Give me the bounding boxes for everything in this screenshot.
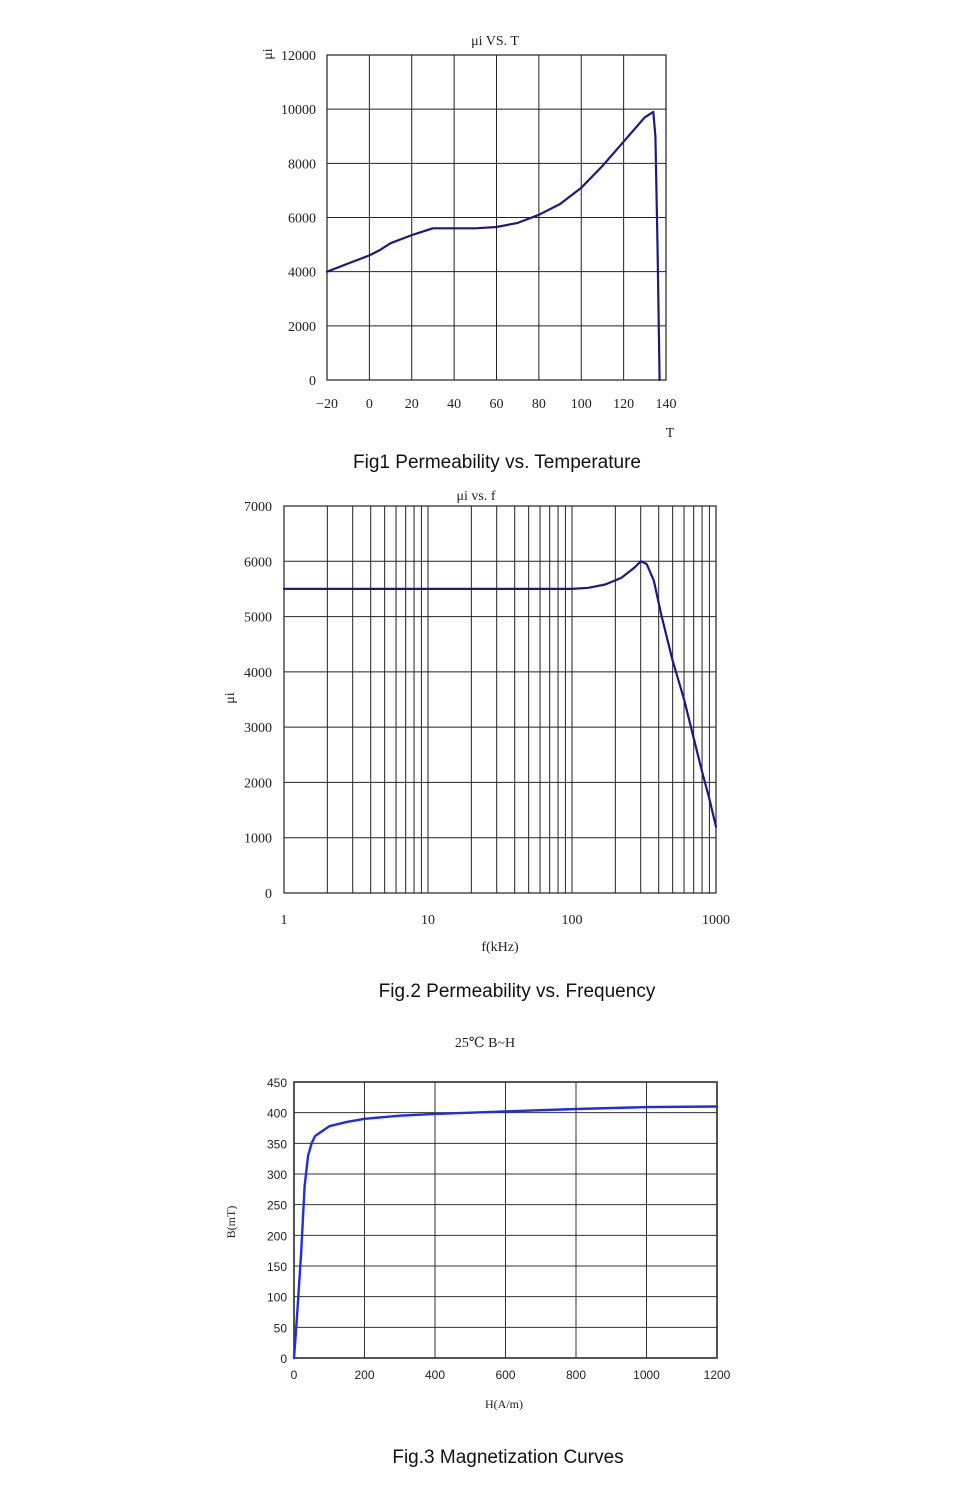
chart3-y-tick-label: 300: [267, 1168, 287, 1182]
chart1-x-tick-label: 0: [366, 397, 373, 412]
chart2-y-axis-label: μi: [223, 692, 238, 704]
chart1-y-axis-label: μi: [261, 48, 276, 60]
chart1-x-tick-label: 60: [490, 397, 504, 412]
chart1-x-axis-label: T: [666, 426, 675, 441]
chart3-series-line: [292, 1105, 719, 1360]
chart1-series-line: [325, 110, 661, 382]
chart2-y-tick-label: 3000: [244, 721, 272, 736]
chart-permeability-vs-frequency: μi vs. f μi f(kHz) 1 10 100 1000 0 1000 2000 3…: [223, 489, 730, 1002]
chart3-title: 25℃ B~H: [455, 1036, 515, 1051]
chart2-x-axis-label: f(kHz): [481, 940, 519, 955]
chart1-y-tick-label: 2000: [288, 320, 316, 335]
chart3-y-tick-label: 350: [267, 1137, 287, 1151]
chart1-y-tick-label: 12000: [281, 49, 316, 64]
chart2-y-tick-label: 6000: [244, 555, 272, 570]
chart3-y-axis-label: B(mT): [224, 1206, 238, 1239]
chart2-x-tick-label: 100: [562, 913, 583, 928]
chart1-y-tick-label: 8000: [288, 157, 316, 172]
chart1-y-tick-label: 0: [309, 374, 316, 389]
chart1-y-tick-label: 6000: [288, 212, 316, 227]
chart3-y-tick-label: 100: [267, 1291, 287, 1305]
chart-magnetization-curve: 25℃ B~H B(mT) H(A/m) 0 200 400 600 800 1000 12…: [224, 1036, 731, 1468]
chart2-x-tick-label: 10: [421, 913, 435, 928]
chart3-x-tick-label: 1000: [633, 1368, 660, 1382]
chart2-y-tick-label: 4000: [244, 666, 272, 681]
chart3-y-tick-label: 250: [267, 1199, 287, 1213]
chart2-y-tick-label: 2000: [244, 776, 272, 791]
chart2-x-tick-label: 1000: [702, 913, 730, 928]
chart3-caption: Fig.3 Magnetization Curves: [392, 1447, 623, 1468]
chart3-x-tick-label: 0: [291, 1368, 298, 1382]
chart2-y-tick-label: 0: [265, 887, 272, 902]
chart2-caption: Fig.2 Permeability vs. Frequency: [379, 981, 656, 1002]
chart3-x-tick-label: 600: [495, 1368, 515, 1382]
chart3-y-tick-label: 200: [267, 1229, 287, 1243]
chart3-x-axis-label: H(A/m): [485, 1397, 523, 1411]
chart1-x-tick-label: 100: [571, 397, 592, 412]
chart3-y-tick-label: 150: [267, 1260, 287, 1274]
chart2-y-tick-label: 7000: [244, 500, 272, 515]
chart3-y-tick-label: 400: [267, 1107, 287, 1121]
chart2-y-tick-label: 5000: [244, 611, 272, 626]
chart1-x-tick-label: 120: [613, 397, 634, 412]
chart3-x-tick-label: 200: [354, 1368, 374, 1382]
chart-permeability-vs-temperature: μi VS. T μi T −20 0 20 40 60 80 100 120 140 0200…: [261, 34, 677, 473]
chart1-x-tick-label: 40: [447, 397, 461, 412]
chart2-y-tick-label: 1000: [244, 832, 272, 847]
chart1-x-tick-label: 20: [405, 397, 419, 412]
chart1-x-tick-label: −20: [316, 397, 338, 412]
chart2-x-tick-label: 1: [281, 913, 288, 928]
chart3-x-tick-label: 1200: [704, 1368, 731, 1382]
chart3-x-tick-label: 800: [566, 1368, 586, 1382]
chart3-y-tick-label: 50: [274, 1321, 288, 1335]
chart2-title: μi vs. f: [456, 489, 495, 504]
chart3-y-tick-label: 0: [280, 1352, 287, 1366]
chart1-caption: Fig1 Permeability vs. Temperature: [353, 452, 641, 473]
chart1-title: μi VS. T: [471, 34, 519, 49]
chart1-x-tick-label: 80: [532, 397, 546, 412]
chart1-y-tick-label: 10000: [281, 103, 316, 118]
chart3-y-tick-label: 450: [267, 1076, 287, 1090]
chart3-x-tick-label: 400: [425, 1368, 445, 1382]
chart2-plot-frame: [283, 505, 717, 894]
chart1-y-tick-label: 4000: [288, 266, 316, 281]
chart1-x-tick-label: 140: [656, 397, 677, 412]
chart2-series-line: [282, 560, 718, 828]
